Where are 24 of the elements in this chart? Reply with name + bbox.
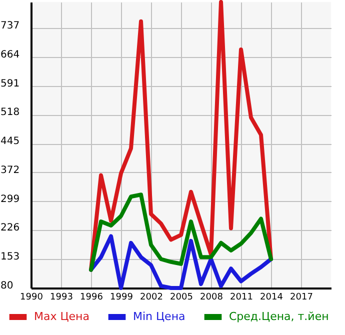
y-tick-label: 445 [0,136,20,148]
x-tick-label: 2008 [200,292,224,302]
x-tick-label: 1996 [80,292,104,302]
y-tick-label: 153 [0,252,20,263]
y-tick-label: 299 [0,194,20,205]
x-tick-label: 2014 [260,292,284,302]
y-tick-label: 226 [0,222,20,234]
legend-label: Min Цена [133,310,186,323]
x-tick-label: 2017 [290,292,313,302]
legend-label: Max Цена [34,310,90,323]
y-tick-label: 664 [0,49,20,60]
y-tick-label: 372 [0,164,20,176]
x-tick-label: 2005 [170,292,193,302]
x-tick-label: 1999 [110,292,134,302]
x-tick-label: 2002 [140,292,163,302]
x-tick-label: 1990 [20,292,44,302]
x-tick-label: 1993 [50,292,73,302]
y-tick-label: 518 [0,107,20,118]
legend-label: Сред.Цена, т.йен [229,310,329,323]
x-tick-label: 2011 [230,292,253,302]
y-tick-label: 591 [0,78,20,90]
y-tick-label: 80 [0,280,14,292]
line-series [89,192,273,272]
y-tick-label: 737 [0,20,20,32]
